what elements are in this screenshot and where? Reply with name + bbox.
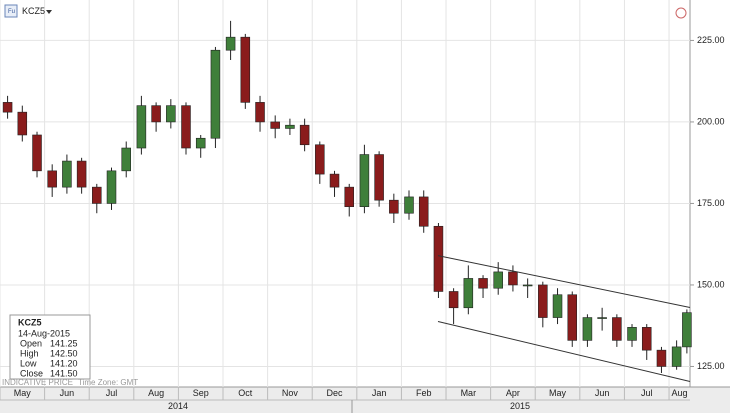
candle-body bbox=[2, 102, 13, 113]
candle-body bbox=[92, 186, 102, 204]
candle-body bbox=[433, 225, 444, 292]
candle-body bbox=[448, 291, 459, 309]
candle-body bbox=[641, 327, 652, 351]
candle-body bbox=[656, 349, 667, 367]
candle-body bbox=[136, 105, 147, 149]
candle-body bbox=[151, 105, 161, 123]
candle-body bbox=[552, 294, 563, 318]
candle-body bbox=[166, 105, 176, 123]
info-box bbox=[9, 314, 91, 380]
symbol[interactable]: KCZ5 bbox=[22, 6, 45, 16]
candle-body bbox=[240, 36, 251, 103]
x-tick-label: May bbox=[14, 388, 32, 398]
candle-body bbox=[493, 271, 503, 289]
candle-body bbox=[285, 124, 295, 129]
info-value: 141.25 bbox=[50, 338, 78, 348]
candle-body bbox=[389, 199, 399, 214]
candle-body bbox=[538, 284, 548, 318]
trend-line bbox=[437, 320, 691, 382]
x-tick-label: Aug bbox=[672, 388, 688, 398]
candle-body bbox=[478, 278, 488, 289]
y-tick-label: 225.00 bbox=[697, 35, 725, 45]
candle-body bbox=[299, 124, 310, 146]
x-tick-label: Jun bbox=[595, 388, 610, 398]
candle-body bbox=[463, 278, 474, 309]
info-label: Close bbox=[20, 368, 43, 378]
candle-body bbox=[181, 105, 191, 149]
symbol-icon[interactable] bbox=[4, 4, 18, 18]
candle-body bbox=[418, 196, 429, 227]
footer-note: Time Zone: GMT bbox=[78, 378, 138, 387]
candle-body bbox=[121, 147, 131, 172]
info-value: 142.50 bbox=[50, 348, 78, 358]
symbol-dropdown[interactable] bbox=[46, 10, 52, 14]
candle-body bbox=[210, 49, 221, 139]
x-tick-label: Feb bbox=[416, 388, 432, 398]
candle-body bbox=[106, 170, 117, 204]
candle-body bbox=[612, 317, 622, 341]
year-label: 2015 bbox=[510, 401, 530, 411]
candle-body bbox=[522, 284, 533, 287]
info-symbol: KCZ5 bbox=[18, 317, 42, 327]
candle-body bbox=[582, 317, 593, 341]
candle-body bbox=[195, 137, 206, 149]
candle-body bbox=[682, 312, 692, 348]
year-label: 2014 bbox=[168, 401, 188, 411]
x-tick-label: May bbox=[549, 388, 567, 398]
settings-icon[interactable] bbox=[675, 7, 687, 19]
candle-body bbox=[62, 160, 72, 188]
marks bbox=[2, 20, 692, 382]
footer-note: INDICATIVE PRICE bbox=[2, 378, 73, 387]
x-tick-label: Oct bbox=[238, 388, 253, 398]
candle-body bbox=[359, 154, 370, 208]
candle-body bbox=[508, 271, 518, 286]
candle-body bbox=[597, 317, 607, 319]
candle-body bbox=[255, 102, 265, 123]
candle-body bbox=[404, 196, 414, 214]
info-value: 141.50 bbox=[50, 368, 78, 378]
y-tick-label: 200.00 bbox=[697, 116, 725, 126]
x-tick-label: Mar bbox=[461, 388, 477, 398]
info-value: 141.20 bbox=[50, 358, 78, 368]
candle-body bbox=[76, 160, 87, 188]
x-tick-label: Nov bbox=[282, 388, 299, 398]
candle-body bbox=[225, 36, 236, 51]
y-tick-label: 175.00 bbox=[697, 198, 725, 208]
info-label: Low bbox=[20, 358, 37, 368]
candle-body bbox=[374, 154, 384, 201]
x-tick-label: Jun bbox=[60, 388, 75, 398]
x-tick-label: Jul bbox=[106, 388, 118, 398]
y-tick-label: 150.00 bbox=[697, 279, 725, 289]
candle-body bbox=[32, 134, 42, 172]
candle-body bbox=[344, 186, 354, 208]
candle-body bbox=[270, 121, 280, 129]
x-tick-label: Jul bbox=[641, 388, 653, 398]
x-tick-label: Aug bbox=[148, 388, 164, 398]
candle-body bbox=[315, 144, 325, 175]
info-label: Open bbox=[20, 338, 42, 348]
info-label: High bbox=[20, 348, 39, 358]
candle-body bbox=[17, 111, 28, 136]
candle-body bbox=[627, 327, 637, 341]
candle-body bbox=[567, 294, 578, 341]
x-tick-label: Dec bbox=[327, 388, 344, 398]
x-tick-label: Sep bbox=[193, 388, 209, 398]
symbol-icon-glyph: Fu bbox=[8, 9, 15, 15]
info-date: 14-Aug-2015 bbox=[18, 328, 70, 338]
candle-body bbox=[47, 170, 57, 188]
candle-body bbox=[329, 173, 340, 188]
candle-body bbox=[671, 346, 682, 367]
x-tick-label: Jan bbox=[372, 388, 387, 398]
y-tick-label: 125.00 bbox=[697, 361, 725, 371]
trend-line bbox=[437, 255, 691, 308]
x-tick-label: Apr bbox=[506, 388, 520, 398]
